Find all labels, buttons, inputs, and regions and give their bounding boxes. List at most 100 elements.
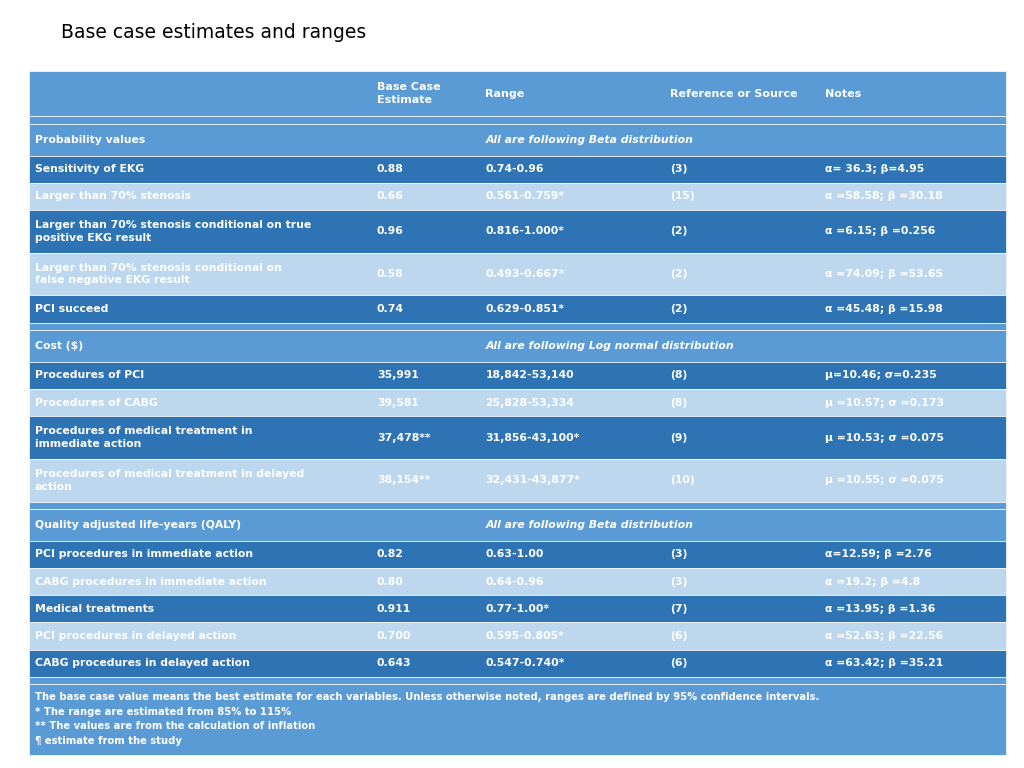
Bar [29,677,1006,684]
Bar [29,124,1006,155]
Text: Range: Range [485,88,524,98]
Text: 0.88: 0.88 [377,164,403,174]
Text: (8): (8) [670,370,687,380]
Text: (2): (2) [670,227,687,237]
Text: 0.493-0.667*: 0.493-0.667* [485,269,565,279]
Text: 31,856-43,100*: 31,856-43,100* [485,432,580,442]
Text: 0.816-1.000*: 0.816-1.000* [485,227,564,237]
Text: (9): (9) [670,432,687,442]
Text: (3): (3) [670,549,687,559]
Text: PCI succeed: PCI succeed [35,304,109,314]
Text: ¶ estimate from the study: ¶ estimate from the study [35,736,181,746]
Text: 0.629-0.851*: 0.629-0.851* [485,304,564,314]
Bar [29,295,1006,323]
Bar [29,183,1006,210]
Text: 0.64-0.96: 0.64-0.96 [485,577,544,587]
Text: Medical treatments: Medical treatments [35,604,154,614]
Text: 0.643: 0.643 [377,658,412,668]
Text: 35,991: 35,991 [377,370,419,380]
Text: The base case value means the best estimate for each variables. Unless otherwise: The base case value means the best estim… [35,692,819,702]
Text: 32,431-43,877*: 32,431-43,877* [485,475,581,485]
Bar [29,71,1006,116]
Text: 25,828-53,334: 25,828-53,334 [485,398,574,408]
Text: (6): (6) [670,631,687,641]
Text: α =13.95; β =1.36: α =13.95; β =1.36 [825,604,936,614]
Text: 0.547-0.740*: 0.547-0.740* [485,658,564,668]
Text: 39,581: 39,581 [377,398,419,408]
Bar [29,210,1006,253]
Text: μ =10.57; σ =0.173: μ =10.57; σ =0.173 [825,398,944,408]
Text: Quality adjusted life-years (QALY): Quality adjusted life-years (QALY) [35,520,241,530]
Text: μ=10.46; σ=0.235: μ=10.46; σ=0.235 [825,370,937,380]
Text: Procedures of medical treatment in
immediate action: Procedures of medical treatment in immed… [35,426,252,449]
Text: (8): (8) [670,398,687,408]
Bar [29,155,1006,183]
Text: Probability values: Probability values [35,134,145,144]
Text: α =63.42; β =35.21: α =63.42; β =35.21 [825,658,943,668]
Text: (3): (3) [670,577,687,587]
Text: 0.561-0.759*: 0.561-0.759* [485,191,564,201]
Text: α =45.48; β =15.98: α =45.48; β =15.98 [825,304,943,314]
Text: * The range are estimated from 85% to 115%: * The range are estimated from 85% to 11… [35,707,291,717]
Bar [29,116,1006,124]
Text: (2): (2) [670,269,687,279]
Text: 0.80: 0.80 [377,577,403,587]
Text: 0.96: 0.96 [377,227,403,237]
Text: Procedures of CABG: Procedures of CABG [35,398,158,408]
Text: All are following Log normal distribution: All are following Log normal distributio… [485,341,734,351]
Text: 0.77-1.00*: 0.77-1.00* [485,604,549,614]
Text: (10): (10) [670,475,694,485]
Text: α =58.58; β =30.18: α =58.58; β =30.18 [825,191,943,201]
Bar [29,650,1006,677]
Text: α =74.09; β =53.65: α =74.09; β =53.65 [825,269,943,279]
Text: α= 36.3; β=4.95: α= 36.3; β=4.95 [825,164,925,174]
Text: Larger than 70% stenosis: Larger than 70% stenosis [35,191,190,201]
Bar [29,253,1006,295]
Text: 0.66: 0.66 [377,191,403,201]
Text: Larger than 70% stenosis conditional on true
positive EKG result: Larger than 70% stenosis conditional on … [35,220,311,243]
Text: PCI procedures in immediate action: PCI procedures in immediate action [35,549,253,559]
Bar [29,416,1006,458]
Text: (3): (3) [670,164,687,174]
Text: All are following Beta distribution: All are following Beta distribution [485,134,693,144]
Bar [29,458,1006,502]
Bar [29,541,1006,568]
Text: 0.595-0.805*: 0.595-0.805* [485,631,564,641]
Text: Notes: Notes [825,88,861,98]
Text: Procedures of PCI: Procedures of PCI [35,370,144,380]
Text: PCI procedures in delayed action: PCI procedures in delayed action [35,631,237,641]
Text: All are following Beta distribution: All are following Beta distribution [485,520,693,530]
Text: (7): (7) [670,604,687,614]
Bar [29,684,1006,755]
Text: α =19.2; β =4.8: α =19.2; β =4.8 [825,577,921,587]
Bar [29,622,1006,650]
Text: 0.74: 0.74 [377,304,403,314]
Text: Reference or Source: Reference or Source [670,88,798,98]
Text: Cost ($): Cost ($) [35,341,83,351]
Text: 0.700: 0.700 [377,631,412,641]
Text: (15): (15) [670,191,694,201]
Bar [29,362,1006,389]
Text: Procedures of medical treatment in delayed
action: Procedures of medical treatment in delay… [35,468,304,492]
Text: Base case estimates and ranges: Base case estimates and ranges [61,23,367,42]
Text: α =6.15; β =0.256: α =6.15; β =0.256 [825,227,936,237]
Text: CABG procedures in immediate action: CABG procedures in immediate action [35,577,266,587]
Text: 38,154**: 38,154** [377,475,430,485]
Text: 0.63-1.00: 0.63-1.00 [485,549,544,559]
Text: 37,478**: 37,478** [377,432,430,442]
Bar [29,502,1006,508]
Bar [29,329,1006,362]
Text: α =52.63; β =22.56: α =52.63; β =22.56 [825,631,943,641]
Text: μ =10.55; σ =0.075: μ =10.55; σ =0.075 [825,475,944,485]
Text: 0.82: 0.82 [377,549,403,559]
Bar [29,595,1006,622]
Text: ** The values are from the calculation of inflation: ** The values are from the calculation o… [35,721,315,731]
Text: (6): (6) [670,658,687,668]
Text: CABG procedures in delayed action: CABG procedures in delayed action [35,658,250,668]
Text: 0.74-0.96: 0.74-0.96 [485,164,544,174]
Text: 0.911: 0.911 [377,604,411,614]
Bar [29,508,1006,541]
Text: Sensitivity of EKG: Sensitivity of EKG [35,164,144,174]
Text: μ =10.53; σ =0.075: μ =10.53; σ =0.075 [825,432,944,442]
Text: Larger than 70% stenosis conditional on
false negative EKG result: Larger than 70% stenosis conditional on … [35,263,282,286]
